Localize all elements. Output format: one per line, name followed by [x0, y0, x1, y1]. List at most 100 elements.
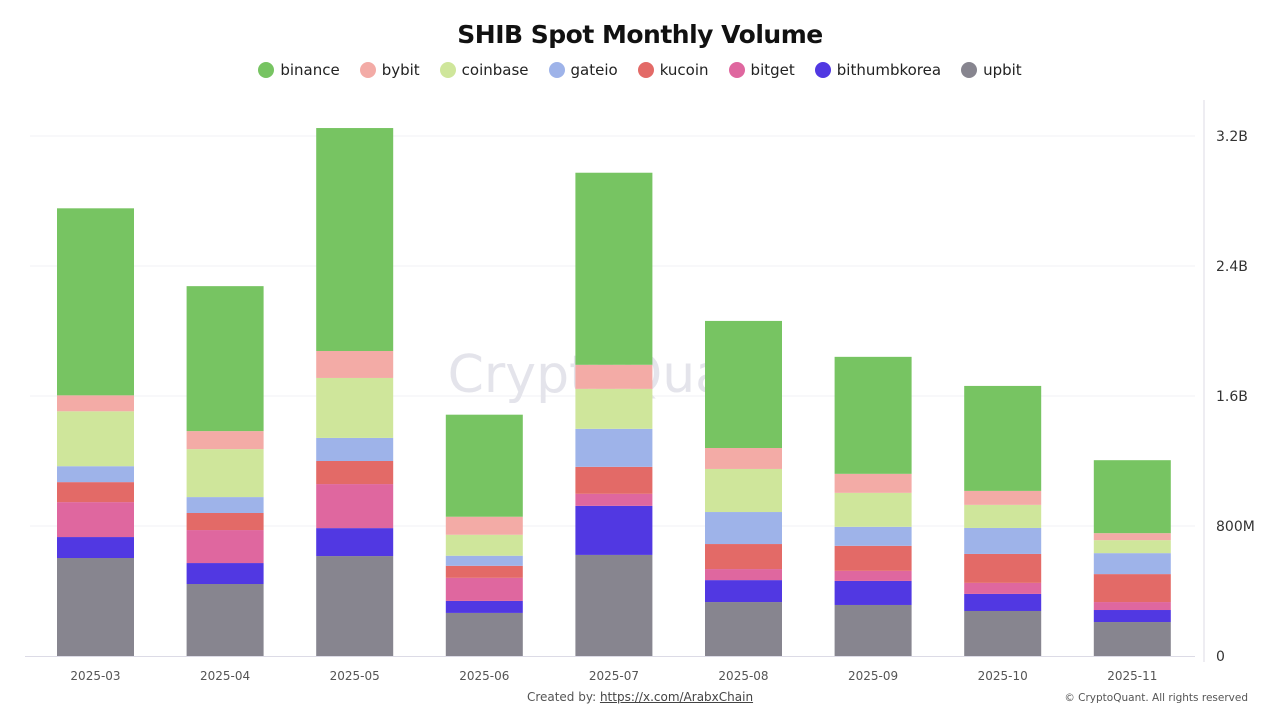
bar-segment-upbit[interactable] — [834, 604, 912, 656]
legend-dot-icon — [359, 62, 376, 78]
bar-segment-bitget[interactable] — [575, 493, 653, 506]
bar-segment-gateio[interactable] — [316, 437, 394, 461]
bar-segment-upbit[interactable] — [316, 556, 394, 656]
created-by-link[interactable]: https://x.com/ArabxChain — [599, 690, 754, 704]
bar-segment-gateio[interactable] — [834, 526, 912, 546]
bar-stack-2025-04[interactable] — [186, 286, 264, 656]
bar-segment-kucoin[interactable] — [57, 482, 134, 503]
bar-segment-bithumbkorea[interactable] — [1093, 610, 1171, 623]
bar-segment-upbit[interactable] — [575, 554, 653, 656]
bar-segment-binance[interactable] — [705, 320, 782, 448]
bar-segment-bitget[interactable] — [964, 582, 1042, 594]
bar-segment-coinbase[interactable] — [57, 411, 134, 467]
bar-segment-coinbase[interactable] — [445, 534, 523, 556]
bar-segment-upbit[interactable] — [1093, 622, 1171, 656]
bar-segment-coinbase[interactable] — [316, 377, 394, 438]
bar-segment-bithumbkorea[interactable] — [316, 528, 394, 557]
bar-segment-kucoin[interactable] — [316, 461, 394, 485]
bar-segment-binance[interactable] — [575, 172, 653, 365]
bar-segment-bybit[interactable] — [834, 473, 912, 493]
bar-segment-kucoin[interactable] — [575, 466, 653, 494]
legend-dot-icon — [728, 62, 745, 78]
bar-segment-bithumbkorea[interactable] — [705, 580, 782, 603]
bar-stack-2025-09[interactable] — [834, 356, 912, 656]
bar-segment-bithumbkorea[interactable] — [57, 537, 134, 559]
legend-item-gateio[interactable]: gateio — [548, 61, 618, 79]
legend-item-bitget[interactable]: bitget — [728, 61, 795, 79]
bar-segment-upbit[interactable] — [57, 558, 134, 656]
legend-dot-icon — [439, 62, 456, 78]
legend-item-coinbase[interactable]: coinbase — [439, 61, 529, 79]
legend-item-binance[interactable]: binance — [258, 61, 340, 79]
bar-segment-bithumbkorea[interactable] — [186, 563, 264, 585]
bar-segment-gateio[interactable] — [186, 497, 264, 513]
legend-item-bithumbkorea[interactable]: bithumbkorea — [814, 61, 941, 79]
bar-segment-gateio[interactable] — [964, 527, 1042, 554]
bar-segment-bitget[interactable] — [57, 502, 134, 538]
bar-segment-binance[interactable] — [834, 356, 912, 474]
bar-segment-bybit[interactable] — [964, 490, 1042, 505]
bar-segment-kucoin[interactable] — [445, 565, 523, 578]
legend-item-kucoin[interactable]: kucoin — [637, 61, 709, 79]
bar-segment-binance[interactable] — [57, 208, 134, 396]
bar-segment-bitget[interactable] — [445, 577, 523, 601]
bar-segment-kucoin[interactable] — [186, 513, 264, 531]
bar-segment-coinbase[interactable] — [1093, 540, 1171, 554]
bar-segment-coinbase[interactable] — [186, 449, 264, 498]
bar-stack-2025-05[interactable] — [316, 128, 394, 656]
bar-segment-upbit[interactable] — [964, 610, 1042, 656]
bar-stack-2025-11[interactable] — [1093, 460, 1171, 656]
bar-segment-gateio[interactable] — [57, 466, 134, 483]
bar-segment-bybit[interactable] — [445, 516, 523, 535]
bar-segment-bitget[interactable] — [316, 484, 394, 529]
bar-segment-kucoin[interactable] — [1093, 574, 1171, 603]
legend-item-bybit[interactable]: bybit — [359, 61, 420, 79]
bar-segment-upbit[interactable] — [705, 602, 782, 656]
bar-segment-gateio[interactable] — [575, 428, 653, 467]
bar-segment-binance[interactable] — [964, 385, 1042, 491]
bar-stack-2025-06[interactable] — [445, 414, 523, 656]
bar-segment-bybit[interactable] — [186, 431, 264, 450]
bar-segment-bitget[interactable] — [705, 569, 782, 581]
legend-label: coinbase — [461, 61, 529, 79]
bar-segment-coinbase[interactable] — [964, 504, 1042, 528]
bar-segment-bybit[interactable] — [57, 395, 134, 412]
bar-segment-kucoin[interactable] — [834, 545, 912, 571]
bar-segment-kucoin[interactable] — [705, 544, 782, 570]
bar-stack-2025-08[interactable] — [705, 320, 782, 656]
bar-segment-bithumbkorea[interactable] — [445, 600, 523, 613]
bar-segment-kucoin[interactable] — [964, 553, 1042, 583]
bar-segment-gateio[interactable] — [1093, 553, 1171, 575]
bar-segment-binance[interactable] — [186, 286, 264, 432]
bar-segment-coinbase[interactable] — [834, 492, 912, 527]
y-tick-label: 2.4B — [1216, 259, 1248, 275]
bar-segment-gateio[interactable] — [705, 512, 782, 545]
bar-segment-bitget[interactable] — [1093, 602, 1171, 611]
bar-segment-bitget[interactable] — [834, 570, 912, 581]
bar-segment-bitget[interactable] — [186, 530, 264, 564]
bar-stack-2025-10[interactable] — [964, 385, 1042, 656]
bar-segment-bybit[interactable] — [705, 448, 782, 469]
bar-segment-binance[interactable] — [316, 128, 394, 351]
bar-segment-upbit[interactable] — [445, 612, 523, 656]
bar-segment-binance[interactable] — [1093, 460, 1171, 534]
y-tick-label: 800M — [1216, 519, 1255, 535]
bar-stack-2025-03[interactable] — [57, 208, 134, 656]
bar-segment-bybit[interactable] — [1093, 533, 1171, 541]
legend-item-upbit[interactable]: upbit — [961, 61, 1022, 79]
bar-segment-coinbase[interactable] — [575, 388, 653, 429]
bar-segment-upbit[interactable] — [186, 584, 264, 656]
bar-segment-bybit[interactable] — [575, 364, 653, 389]
legend-label: bitget — [750, 61, 795, 79]
bar-segment-bithumbkorea[interactable] — [575, 505, 653, 555]
x-tick-label: 2025-10 — [978, 669, 1028, 683]
bar-segment-coinbase[interactable] — [705, 468, 782, 513]
bar-segment-bithumbkorea[interactable] — [834, 580, 912, 605]
legend-label: gateio — [570, 61, 618, 79]
x-tick-label: 2025-11 — [1107, 669, 1157, 683]
bar-stack-2025-07[interactable] — [575, 172, 653, 656]
bar-segment-bithumbkorea[interactable] — [964, 593, 1042, 611]
bar-segment-binance[interactable] — [445, 414, 523, 517]
bar-segment-gateio[interactable] — [445, 555, 523, 566]
bar-segment-bybit[interactable] — [316, 350, 394, 378]
